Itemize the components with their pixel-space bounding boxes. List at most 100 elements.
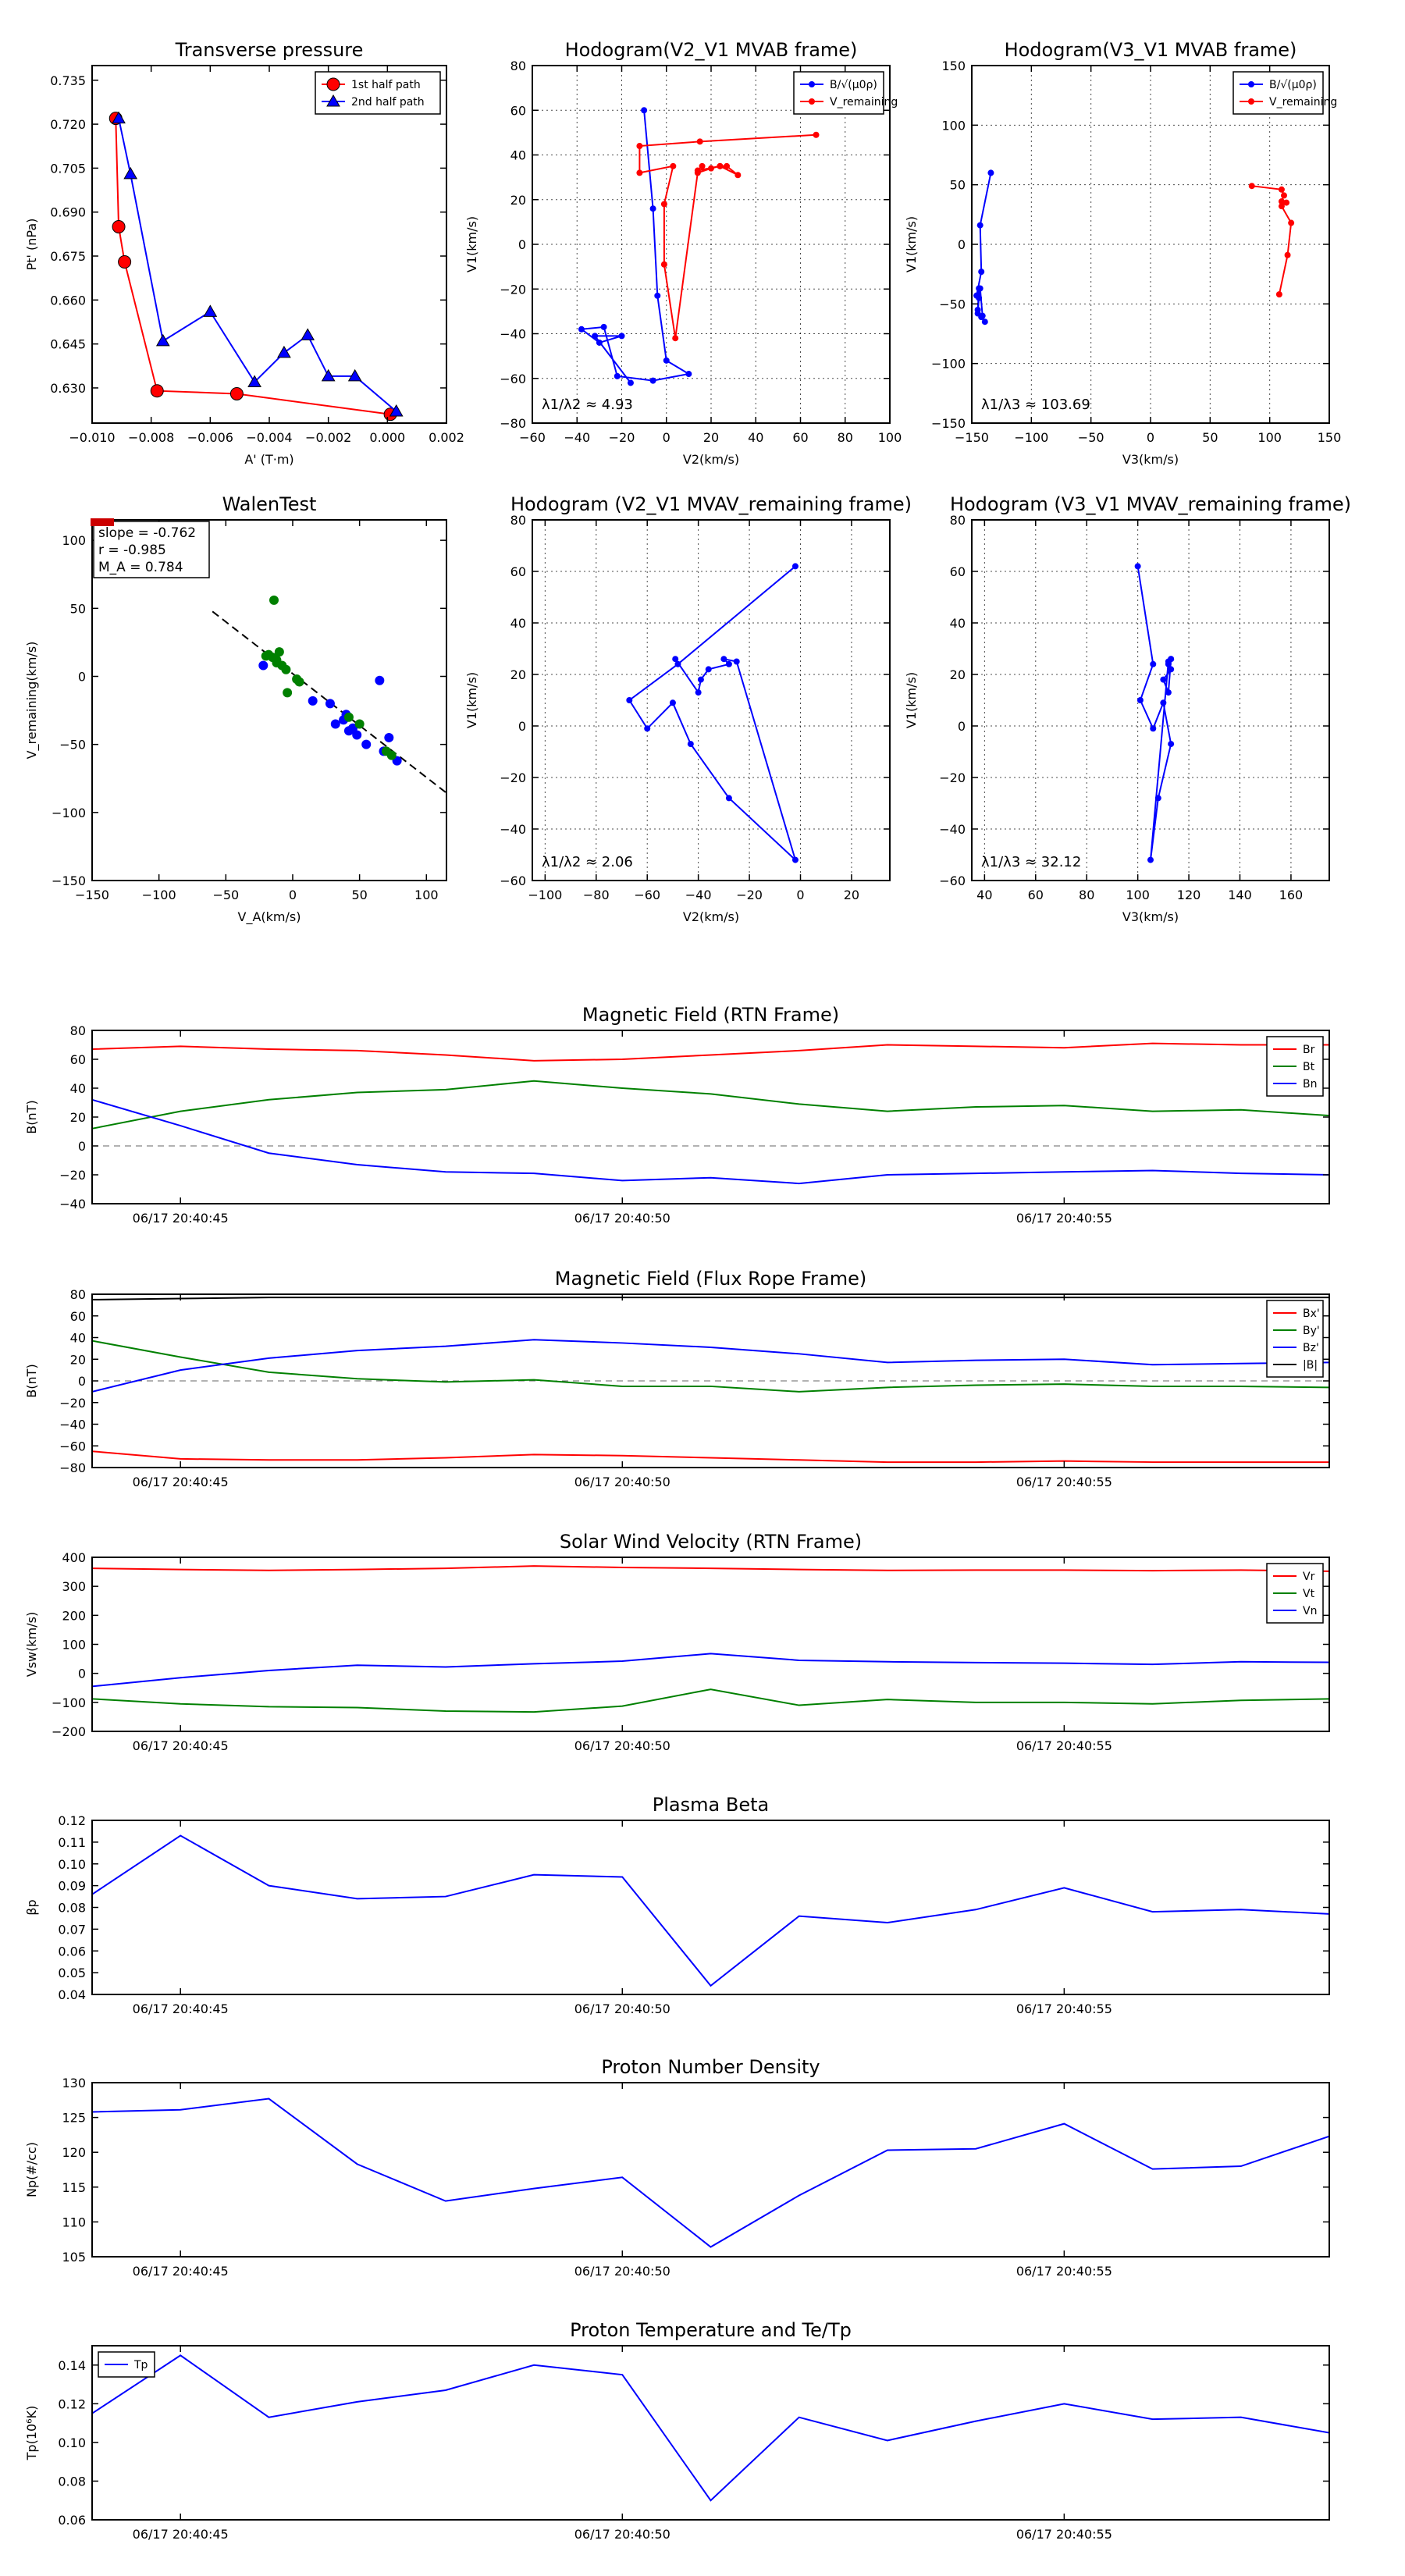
series-line [92,1834,1329,1987]
y-tick-label: −80 [500,416,526,431]
legend-box [793,71,884,115]
y-tick-label: 0 [958,237,966,252]
legend: B/√(μ0ρ) V_remaining [793,71,898,115]
series-v-remaining [1248,183,1295,298]
y-tick-label: 0.720 [50,117,86,132]
y-tick-label: 0 [958,719,966,734]
y-axis-label: V1(km/s) [904,672,919,728]
y-axis-label: B(nT) [24,1100,39,1133]
x-tick-label: 0 [289,888,297,902]
series-line [92,1098,1329,1185]
y-axis-label: Np(#/cc) [24,2142,39,2197]
y-tick-label: 60 [510,564,526,579]
x-tick-label: 0 [663,430,670,445]
legend: Br Bt Bn [1266,1036,1324,1097]
data-point [112,111,126,124]
legend-marker [1248,81,1254,87]
data-point [155,333,170,347]
data-point [1147,856,1154,863]
data-point [1278,186,1285,193]
data-point [1165,660,1172,667]
x-tick-label: 40 [748,430,763,445]
legend-label: Bx' [1303,1308,1320,1320]
y-axis-label: V1(km/s) [464,672,479,728]
x-tick-label: −150 [955,430,989,445]
data-point [725,660,732,667]
data-point [1160,699,1167,706]
data-point [685,371,692,378]
series-vr [92,1565,1329,1572]
data-point [660,261,667,268]
x-tick-label: 0.000 [369,430,405,445]
legend-marker [809,98,815,105]
y-tick-label: 40 [510,148,526,163]
data-point [1150,725,1157,732]
y-tick-label: −40 [939,822,966,837]
data-point [272,658,282,668]
y-tick-label: 125 [62,2111,86,2126]
data-point [649,205,656,212]
plot-frame [91,1820,1330,1995]
data-point [974,310,981,317]
x-tick-label: −60 [519,430,546,445]
series-b [626,563,799,863]
chart-title: WalenTest [222,493,317,515]
x-tick-label: 100 [1257,430,1282,445]
data-point [274,647,284,657]
y-tick-label: 0.04 [58,1987,86,2002]
y-tick-label: 0.14 [58,2358,86,2373]
y-tick-label: 0.735 [50,73,86,88]
data-point [283,688,293,698]
y-tick-label: −60 [59,1439,86,1453]
y-tick-label: −100 [931,357,966,372]
y-tick-label: 100 [62,533,86,548]
data-point [203,304,218,317]
chart-tp: −0.010 −0.008 −0.006 −0.004 −0.002 0.000 0.002… [24,39,464,467]
chart-wt: −150 −100 −50 0 50 100 −150 −100 −50 0 50 100 WalenT… [24,493,447,925]
x-tick-label: −0.002 [305,430,351,445]
series-line [638,133,816,339]
data-point [705,666,712,673]
y-tick-label: −60 [500,873,526,888]
y-tick-label: 115 [62,2180,86,2195]
x-tick-label: 06/17 20:40:45 [133,1738,229,1753]
data-point [277,345,291,358]
data-point [724,162,731,169]
data-point [626,697,633,703]
y-tick-label: 20 [70,1352,86,1367]
data-point [733,658,740,665]
x-tick-label: 0 [1147,430,1154,445]
series-line [92,2097,1329,2248]
data-point [614,372,621,379]
data-point [670,162,677,169]
y-tick-label: 0 [518,237,526,252]
x-tick-label: −20 [736,888,763,902]
x-tick-label: 06/17 20:40:45 [133,1475,229,1489]
legend-label: Br [1303,1044,1315,1056]
data-point [352,730,362,740]
data-point [791,563,799,570]
data-point [735,172,742,179]
series-by- [92,1340,1329,1393]
y-tick-label: 50 [950,178,966,193]
data-point [694,167,701,174]
ratio-annotation: λ1/λ2 ≈ 2.06 [542,854,633,870]
data-point [294,677,304,687]
data-point [627,379,634,386]
data-point [672,656,679,663]
data-point [981,318,988,326]
data-point [699,162,706,169]
y-tick-label: 20 [510,667,526,682]
chart-title: Transverse pressure [175,39,364,61]
data-point [347,368,362,382]
y-tick-label: 0.09 [58,1879,86,1894]
ratio-annotation: λ1/λ3 ≈ 32.12 [981,854,1081,870]
y-tick-label: 60 [70,1309,86,1324]
legend-label: V_remaining [830,96,898,109]
data-point [1275,291,1282,298]
y-axis-label: V1(km/s) [904,216,919,272]
data-point [578,326,585,333]
series-line [92,1042,1329,1062]
data-point [118,255,132,269]
x-tick-label: −100 [142,888,176,902]
